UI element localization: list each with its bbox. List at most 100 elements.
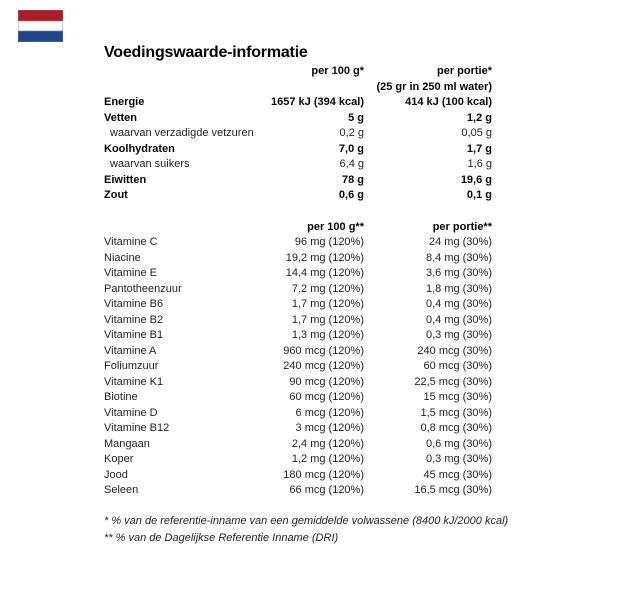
value-per-100g: 0,2 g — [339, 127, 364, 139]
column-header-per-100g: per 100 g* — [311, 65, 364, 77]
column-header-per-100g: per 100 g** — [307, 220, 364, 233]
column-header-per-portie: per portie* — [436, 65, 492, 77]
value-per-100g: 7,2 mg (120%) — [291, 282, 364, 295]
flag-stripe-blue — [18, 31, 63, 43]
table-row: Vitamine E 14,4 mg (120%) 3,6 mg (30%) — [104, 266, 492, 282]
table-row: waarvan verzadigde vetzuren 0,2 g 0,05 g — [104, 126, 492, 142]
value-per-100g: 2,4 mg (120%) — [291, 437, 364, 450]
value-per-100g: 1,7 mg (120%) — [291, 313, 364, 326]
value-per-portie: 1,8 mg (30%) — [425, 282, 492, 295]
nutrition-panel: Voedingswaarde-informatie per 100 g* per… — [104, 44, 509, 547]
value-per-portie: 60 mcg (30%) — [423, 360, 492, 372]
table-row: Vitamine A 960 mcg (120%) 240 mcg (30%) — [104, 344, 492, 360]
value-per-100g: 96 mg (120%) — [294, 236, 364, 248]
value-per-100g: 1,3 mg (120%) — [291, 329, 364, 341]
nutrient-label: Pantotheenzuur — [104, 282, 182, 295]
netherlands-flag-icon — [18, 10, 63, 43]
value-per-portie: 3,6 mg (30%) — [425, 267, 492, 279]
nutrient-label: Vitamine D — [104, 406, 158, 419]
nutrient-label: Foliumzuur — [104, 360, 159, 372]
value-per-100g: 6,4 g — [339, 158, 364, 170]
table-row: Vitamine D 6 mcg (120%) 1,5 mcg (30%) — [104, 406, 492, 422]
table-row: Vitamine B12 3 mcg (120%) 0,8 mcg (30%) — [104, 421, 492, 437]
value-per-100g: 19,2 mg (120%) — [285, 251, 364, 264]
table-row: Vitamine C 96 mg (120%) 24 mg (30%) — [104, 235, 492, 251]
table-row: Eiwitten 78 g 19,6 g — [104, 173, 492, 189]
micro-table-body: Vitamine C 96 mg (120%) 24 mg (30%) Niac… — [104, 235, 492, 499]
nutrient-label: Biotine — [104, 391, 138, 403]
table-row: Pantotheenzuur 7,2 mg (120%) 1,8 mg (30%… — [104, 282, 492, 298]
value-per-100g: 7,0 g — [338, 142, 364, 155]
nutrient-label: Koolhydraten — [104, 142, 175, 155]
value-per-portie: 0,3 mg (30%) — [425, 453, 492, 465]
nutrient-label: Vetten — [104, 111, 138, 124]
value-per-portie: 0,3 mg (30%) — [425, 329, 492, 341]
macro-table-header-row: per 100 g* per portie* — [104, 64, 492, 80]
macro-nutrition-table: per 100 g* per portie* (25 gr in 250 ml … — [104, 64, 492, 204]
table-row: waarvan suikers 6,4 g 1,6 g — [104, 157, 492, 173]
nutrient-label: waarvan suikers — [110, 158, 190, 170]
nutrient-label: Koper — [104, 453, 134, 465]
value-per-100g: 6 mcg (120%) — [295, 406, 364, 419]
value-per-100g: 960 mcg (120%) — [283, 344, 364, 357]
value-per-portie: 15 mcg (30%) — [423, 391, 492, 403]
flag-stripe-white — [18, 20, 63, 32]
value-per-100g: 180 mcg (120%) — [283, 468, 364, 481]
value-per-100g: 5 g — [348, 111, 364, 124]
micro-table-header-row: per 100 g** per portie** — [104, 220, 492, 236]
nutrient-label: Vitamine B6 — [104, 298, 164, 310]
header-spacer — [104, 220, 254, 236]
value-per-portie: 0,1 g — [466, 189, 492, 201]
flag-stripe-red — [18, 10, 63, 21]
value-per-100g: 1,2 mg (120%) — [291, 453, 364, 465]
value-per-portie: 414 kJ (100 kcal) — [405, 96, 492, 108]
value-per-portie: 1,6 g — [467, 158, 492, 170]
nutrient-label: Vitamine B2 — [104, 313, 164, 326]
footnote-dri: ** % van de Dagelijkse Referentie Inname… — [104, 531, 339, 544]
table-row: Zout 0,6 g 0,1 g — [104, 188, 492, 204]
value-per-portie: 0,6 mg (30%) — [425, 437, 492, 450]
footnotes: * % van de referentie-inname van een gem… — [104, 513, 509, 547]
table-row: Koolhydraten 7,0 g 1,7 g — [104, 142, 492, 158]
value-per-portie: 16,5 mcg (30%) — [414, 484, 492, 496]
table-row: Vitamine K1 90 mcg (120%) 22,5 mcg (30%) — [104, 375, 492, 391]
column-header-per-portie: per portie** — [432, 220, 492, 233]
value-per-portie: 22,5 mcg (30%) — [414, 375, 492, 388]
header-spacer — [104, 64, 254, 80]
value-per-portie: 24 mg (30%) — [429, 236, 492, 248]
macro-table-body: Energie 1657 kJ (394 kcal) 414 kJ (100 k… — [104, 95, 492, 204]
table-row: Energie 1657 kJ (394 kcal) 414 kJ (100 k… — [104, 95, 492, 111]
nutrient-label: Zout — [104, 189, 128, 201]
value-per-portie: 0,4 mg (30%) — [425, 298, 492, 310]
nutrient-label: Vitamine K1 — [104, 375, 164, 388]
value-per-portie: 19,6 g — [460, 173, 492, 186]
nutrient-label: waarvan verzadigde vetzuren — [110, 127, 254, 139]
table-row: Seleen 66 mcg (120%) 16,5 mcg (30%) — [104, 483, 492, 499]
table-row: Biotine 60 mcg (120%) 15 mcg (30%) — [104, 390, 492, 406]
value-per-portie: 45 mcg (30%) — [423, 468, 492, 481]
nutrient-label: Niacine — [104, 251, 141, 264]
table-row: Vitamine B6 1,7 mg (120%) 0,4 mg (30%) — [104, 297, 492, 313]
nutrient-label: Jood — [104, 468, 128, 481]
value-per-portie: 1,2 g — [466, 111, 492, 124]
value-per-100g: 66 mcg (120%) — [289, 484, 364, 496]
value-per-100g: 0,6 g — [338, 189, 364, 201]
table-row: Niacine 19,2 mg (120%) 8,4 mg (30%) — [104, 251, 492, 267]
value-per-portie: 240 mcg (30%) — [417, 344, 492, 357]
value-per-100g: 90 mcg (120%) — [289, 375, 364, 388]
footnote-reference-intake: * % van de referentie-inname van een gem… — [104, 514, 509, 527]
value-per-portie: 1,7 g — [466, 142, 492, 155]
value-per-100g: 60 mcg (120%) — [289, 391, 364, 403]
micro-nutrition-table: per 100 g** per portie** Vitamine C 96 m… — [104, 220, 492, 499]
nutrient-label: Energie — [104, 96, 145, 108]
value-per-portie: 0,05 g — [461, 127, 492, 139]
table-row: Vitamine B1 1,3 mg (120%) 0,3 mg (30%) — [104, 328, 492, 344]
value-per-portie: 8,4 mg (30%) — [425, 251, 492, 264]
table-row: Koper 1,2 mg (120%) 0,3 mg (30%) — [104, 452, 492, 468]
table-row: Vitamine B2 1,7 mg (120%) 0,4 mg (30%) — [104, 313, 492, 329]
value-per-100g: 14,4 mg (120%) — [285, 267, 364, 279]
table-row: Foliumzuur 240 mcg (120%) 60 mcg (30%) — [104, 359, 492, 375]
value-per-portie: 0,8 mcg (30%) — [420, 422, 492, 434]
table-row: Mangaan 2,4 mg (120%) 0,6 mg (30%) — [104, 437, 492, 453]
nutrient-label: Vitamine C — [104, 236, 158, 248]
